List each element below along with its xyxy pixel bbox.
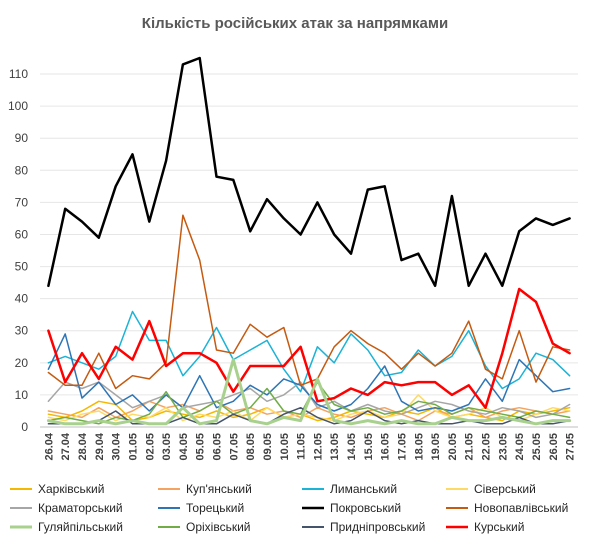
y-tick-label: 50 (15, 260, 29, 274)
x-tick-label: 04.05 (178, 433, 190, 461)
legend-label: Торецький (186, 501, 244, 515)
x-tick-label: 24.05 (514, 433, 526, 461)
chart-title: Кількість російських атак за напрямками (142, 15, 448, 32)
y-tick-label: 30 (15, 324, 29, 338)
y-axis-ticks: 0 10 20 30 40 50 60 70 80 90 100 110 (8, 67, 28, 434)
legend-label: Придніпровський (330, 520, 425, 534)
x-tick-label: 25.05 (531, 433, 543, 461)
x-tick-label: 07.05 (228, 433, 240, 461)
legend-label: Новопавлівський (474, 501, 568, 515)
series-line (47, 287, 571, 409)
y-tick-label: 0 (21, 420, 28, 434)
series-line (47, 333, 571, 412)
x-tick-label: 10.05 (279, 433, 291, 461)
legend-label: Сіверський (474, 482, 536, 496)
x-tick-label: 23.05 (497, 433, 509, 461)
x-tick-label: 27.04 (60, 432, 72, 460)
x-tick-label: 30.04 (111, 432, 123, 460)
legend-label: Харківський (38, 482, 104, 496)
x-tick-label: 22.05 (481, 433, 493, 461)
y-tick-label: 70 (15, 195, 29, 209)
x-tick-label: 16.05 (380, 433, 392, 461)
y-tick-label: 60 (15, 227, 29, 241)
y-tick-label: 10 (15, 388, 29, 402)
x-tick-label: 17.05 (396, 433, 408, 461)
y-tick-label: 110 (9, 67, 28, 81)
x-tick-label: 11.05 (296, 433, 308, 460)
y-tick-label: 90 (15, 131, 29, 145)
x-tick-label: 01.05 (127, 433, 139, 461)
x-tick-label: 08.05 (245, 433, 257, 461)
x-tick-label: 05.05 (195, 433, 207, 461)
x-tick-label: 21.05 (464, 433, 476, 461)
x-tick-label: 27.05 (565, 433, 577, 461)
x-tick-label: 06.05 (212, 433, 224, 461)
x-tick-label: 18.05 (413, 433, 425, 461)
x-tick-label: 20.05 (447, 433, 459, 461)
legend-label: Краматорський (38, 501, 123, 515)
legend-label: Лиманський (330, 482, 397, 496)
legend-label: Куп'янський (186, 482, 252, 496)
series-line (47, 214, 571, 390)
x-tick-label: 15.05 (363, 433, 375, 461)
x-tick-label: 29.04 (94, 432, 106, 460)
x-tick-label: 12.05 (312, 433, 324, 461)
legend-label: Оріхівський (186, 520, 251, 534)
legend: Харківський Куп'янський Лиманський Сіверськ… (10, 482, 568, 534)
x-tick-label: 14.05 (346, 433, 358, 461)
x-tick-label: 26.05 (548, 433, 560, 461)
x-tick-label: 09.05 (262, 433, 274, 461)
x-tick-label: 26.04 (43, 432, 55, 460)
series-line (47, 394, 571, 422)
legend-label: Гуляйпільський (38, 520, 123, 534)
x-axis-ticks: 26.04 27.04 28.04 29.04 30.04 01.05 02.05 03.05… (43, 432, 576, 460)
series-lines (46, 56, 572, 426)
y-tick-label: 20 (15, 356, 29, 370)
series-line (47, 56, 571, 288)
y-tick-label: 80 (15, 163, 29, 177)
y-tick-label: 100 (8, 99, 28, 113)
legend-label: Курський (474, 520, 524, 534)
series-line (46, 358, 572, 426)
grid-lines (40, 73, 578, 396)
series-line (47, 406, 571, 425)
x-tick-label: 03.05 (161, 433, 173, 461)
x-tick-label: 13.05 (329, 433, 341, 461)
x-tick-label: 02.05 (144, 433, 156, 461)
y-tick-label: 40 (15, 292, 29, 306)
x-tick-label: 19.05 (430, 433, 442, 461)
legend-label: Покровський (330, 501, 401, 515)
x-tick-label: 28.04 (77, 432, 89, 460)
